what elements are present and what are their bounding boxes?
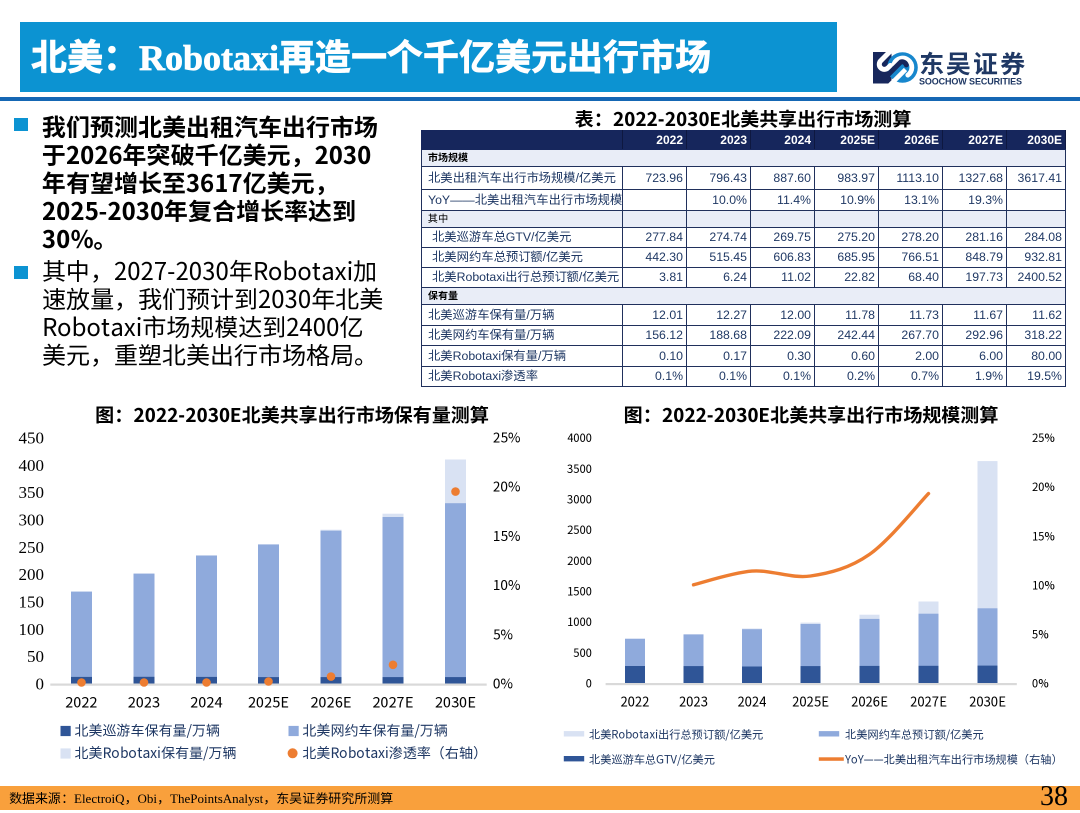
svg-text:东吴证券: 东吴证券: [919, 48, 1025, 81]
svg-text:2023: 2023: [679, 692, 708, 711]
svg-text:2030E: 2030E: [969, 692, 1006, 711]
svg-text:2022: 2022: [621, 692, 650, 711]
svg-text:4000: 4000: [567, 430, 592, 446]
svg-text:200: 200: [19, 565, 45, 584]
svg-text:0%: 0%: [1032, 676, 1049, 692]
svg-text:图：2022-2030E北美共享出行市场保有量测算: 图：2022-2030E北美共享出行市场保有量测算: [95, 401, 488, 428]
svg-text:2023: 2023: [128, 692, 160, 713]
svg-text:2025E: 2025E: [792, 692, 829, 711]
svg-text:1000: 1000: [567, 614, 592, 630]
svg-text:2027E: 2027E: [373, 692, 414, 713]
svg-text:150: 150: [19, 593, 45, 612]
svg-text:北美Robotaxi出行总预订额/亿美元: 北美Robotaxi出行总预订额/亿美元: [589, 727, 763, 743]
svg-text:北美Robotaxi渗透率（右轴）: 北美Robotaxi渗透率（右轴）: [302, 743, 487, 763]
svg-text:50: 50: [27, 647, 44, 666]
svg-text:5%: 5%: [493, 623, 513, 643]
svg-text:3000: 3000: [566, 491, 592, 507]
svg-text:10%: 10%: [493, 574, 521, 594]
svg-text:15%: 15%: [493, 525, 521, 545]
svg-text:0: 0: [36, 675, 45, 694]
svg-text:2500: 2500: [567, 522, 592, 538]
svg-text:0%: 0%: [493, 673, 513, 693]
svg-text:20%: 20%: [1032, 479, 1055, 495]
svg-text:400: 400: [19, 456, 45, 475]
svg-text:2000: 2000: [567, 553, 592, 569]
svg-text:北美Robotaxi保有量/万辆: 北美Robotaxi保有量/万辆: [75, 743, 237, 763]
svg-text:SOOCHOW SECURITIES: SOOCHOW SECURITIES: [919, 77, 1022, 87]
svg-text:10%: 10%: [1032, 577, 1055, 593]
svg-text:2030E: 2030E: [435, 692, 476, 713]
svg-text:3500: 3500: [566, 461, 592, 477]
svg-text:2022: 2022: [65, 692, 97, 713]
svg-text:15%: 15%: [1032, 528, 1055, 544]
svg-text:2026E: 2026E: [851, 692, 888, 711]
svg-text:2027E: 2027E: [910, 692, 947, 711]
svg-text:250: 250: [19, 538, 45, 557]
svg-text:北美巡游车总GTV/亿美元: 北美巡游车总GTV/亿美元: [589, 751, 715, 767]
svg-text:350: 350: [19, 483, 45, 502]
svg-text:100: 100: [19, 620, 45, 639]
svg-text:2026E: 2026E: [311, 692, 352, 713]
svg-text:300: 300: [19, 511, 45, 530]
svg-text:25%: 25%: [1032, 430, 1055, 446]
svg-text:2025E: 2025E: [248, 692, 289, 713]
svg-text:YoY——北美出租汽车出行市场规模（右轴）: YoY——北美出租汽车出行市场规模（右轴）: [845, 751, 1063, 767]
svg-text:北美巡游车保有量/万辆: 北美巡游车保有量/万辆: [75, 721, 221, 741]
svg-text:北美网约车总预订额/亿美元: 北美网约车总预订额/亿美元: [845, 727, 984, 743]
svg-text:2024: 2024: [738, 692, 768, 711]
svg-text:图：2022-2030E北美共享出行市场规模测算: 图：2022-2030E北美共享出行市场规模测算: [624, 401, 998, 428]
svg-text:1500: 1500: [567, 584, 592, 600]
svg-text:2024: 2024: [190, 692, 222, 713]
svg-text:25%: 25%: [493, 427, 521, 447]
svg-text:500: 500: [573, 645, 592, 661]
svg-text:0: 0: [586, 676, 592, 692]
svg-text:20%: 20%: [493, 476, 521, 496]
svg-text:北美网约车保有量/万辆: 北美网约车保有量/万辆: [302, 721, 448, 741]
svg-text:450: 450: [19, 429, 45, 448]
svg-text:5%: 5%: [1032, 626, 1049, 642]
